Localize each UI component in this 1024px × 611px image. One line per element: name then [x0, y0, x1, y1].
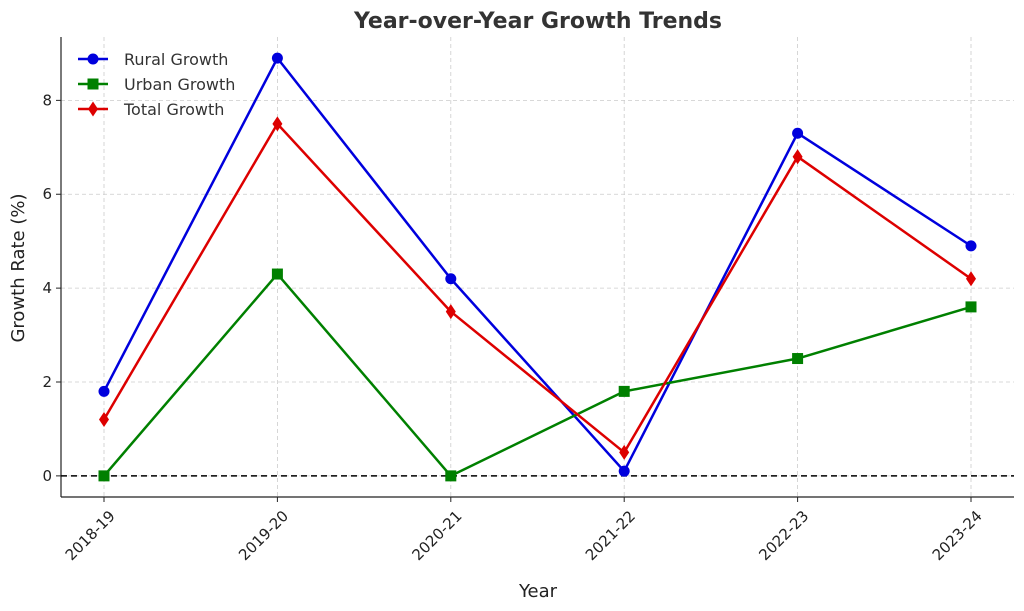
legend-marker [87, 53, 99, 65]
total-growth-line [102, 122, 972, 454]
y-tick-label: 2 [42, 373, 52, 391]
urban-growth-point [98, 470, 110, 482]
x-tick-label: 2023-24 [929, 507, 986, 564]
rural-growth-point [792, 127, 804, 139]
rural-growth-point [618, 465, 630, 477]
legend-label: Total Growth [123, 100, 224, 119]
y-tick-label: 4 [42, 279, 52, 297]
series-rural-growth [98, 52, 977, 477]
legend-item-total-growth: Total Growth [78, 100, 224, 119]
y-tick-label: 6 [42, 185, 52, 203]
series-urban-growth [98, 268, 977, 482]
x-tick-label: 2018-19 [62, 507, 119, 564]
total-growth-point [966, 271, 976, 287]
x-axis-label: Year [518, 581, 558, 602]
y-axis-label: Growth Rate (%) [8, 193, 29, 342]
total-growth-point [445, 304, 456, 320]
x-tick-label: 2021-22 [582, 507, 639, 564]
x-tick-label: 2020-21 [408, 507, 465, 564]
rural-growth-point [965, 240, 977, 252]
legend-marker [88, 101, 98, 117]
legend-label: Rural Growth [124, 50, 228, 69]
y-tick-label: 8 [42, 91, 52, 109]
rural-growth-point [445, 273, 457, 285]
legend-item-urban-growth: Urban Growth [78, 75, 235, 94]
urban-growth-point [445, 470, 457, 482]
urban-growth-point [965, 301, 977, 313]
series-total-growth [99, 116, 976, 460]
total-growth-point [619, 444, 630, 460]
total-growth-point [792, 149, 803, 165]
urban-growth-point [792, 353, 804, 365]
rural-growth-point [98, 385, 110, 397]
rural-growth-line [102, 56, 972, 473]
urban-growth-line [103, 272, 972, 478]
legend-marker [87, 78, 99, 90]
total-growth-point [99, 412, 109, 428]
legend-label: Urban Growth [124, 75, 235, 94]
chart-title: Year-over-Year Growth Trends [353, 9, 722, 34]
urban-growth-point [271, 268, 283, 280]
legend-item-rural-growth: Rural Growth [78, 50, 228, 69]
rural-growth-point [271, 52, 283, 64]
legend: Rural Growth Urban Growth Total Growth [78, 50, 235, 119]
axes [60, 37, 1014, 498]
total-growth-point [272, 116, 283, 132]
urban-growth-point [618, 385, 630, 397]
x-tick-label: 2019-20 [235, 507, 292, 564]
x-tick-label: 2022-23 [755, 507, 812, 564]
series-layer [98, 52, 977, 482]
y-tick-label: 0 [42, 467, 52, 485]
